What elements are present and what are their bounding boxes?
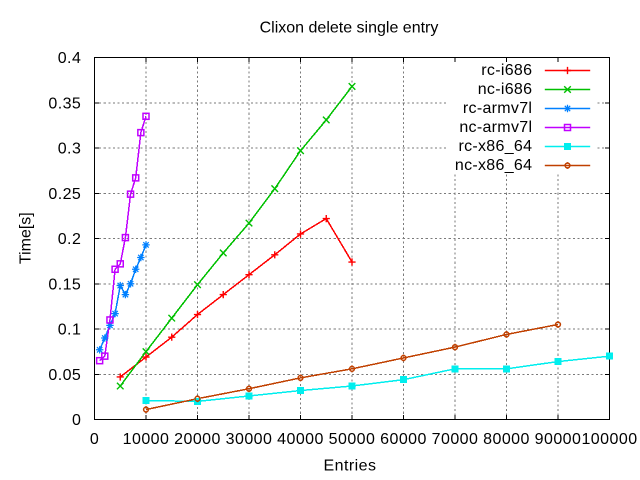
svg-text:nc-armv7l: nc-armv7l — [459, 119, 532, 136]
svg-text:0.1: 0.1 — [58, 322, 82, 339]
svg-text:90000: 90000 — [535, 431, 582, 448]
svg-text:100000: 100000 — [581, 431, 637, 448]
svg-text:rc-i686: rc-i686 — [481, 62, 532, 79]
svg-text:0.4: 0.4 — [58, 50, 82, 67]
svg-text:0.3: 0.3 — [58, 141, 82, 158]
svg-text:40000: 40000 — [277, 431, 324, 448]
svg-text:rc-x86_64: rc-x86_64 — [458, 138, 532, 155]
svg-text:0.15: 0.15 — [48, 276, 81, 293]
svg-text:rc-armv7l: rc-armv7l — [463, 100, 532, 117]
svg-text:0.25: 0.25 — [48, 186, 81, 203]
svg-text:0.2: 0.2 — [58, 231, 82, 248]
svg-text:70000: 70000 — [432, 431, 479, 448]
svg-text:0.35: 0.35 — [48, 95, 81, 112]
svg-text:80000: 80000 — [483, 431, 530, 448]
svg-text:Entries: Entries — [324, 458, 377, 475]
svg-text:Time[s]: Time[s] — [18, 212, 35, 264]
svg-text:30000: 30000 — [226, 431, 273, 448]
svg-text:50000: 50000 — [329, 431, 376, 448]
svg-text:nc-x86_64: nc-x86_64 — [455, 157, 532, 174]
svg-text:0.05: 0.05 — [48, 367, 81, 384]
svg-text:0: 0 — [72, 412, 81, 429]
svg-text:60000: 60000 — [380, 431, 427, 448]
svg-text:0: 0 — [90, 431, 99, 448]
svg-text:20000: 20000 — [174, 431, 221, 448]
svg-text:Clixon delete single entry: Clixon delete single entry — [260, 19, 439, 36]
svg-text:10000: 10000 — [123, 431, 170, 448]
svg-text:nc-i686: nc-i686 — [478, 81, 533, 98]
